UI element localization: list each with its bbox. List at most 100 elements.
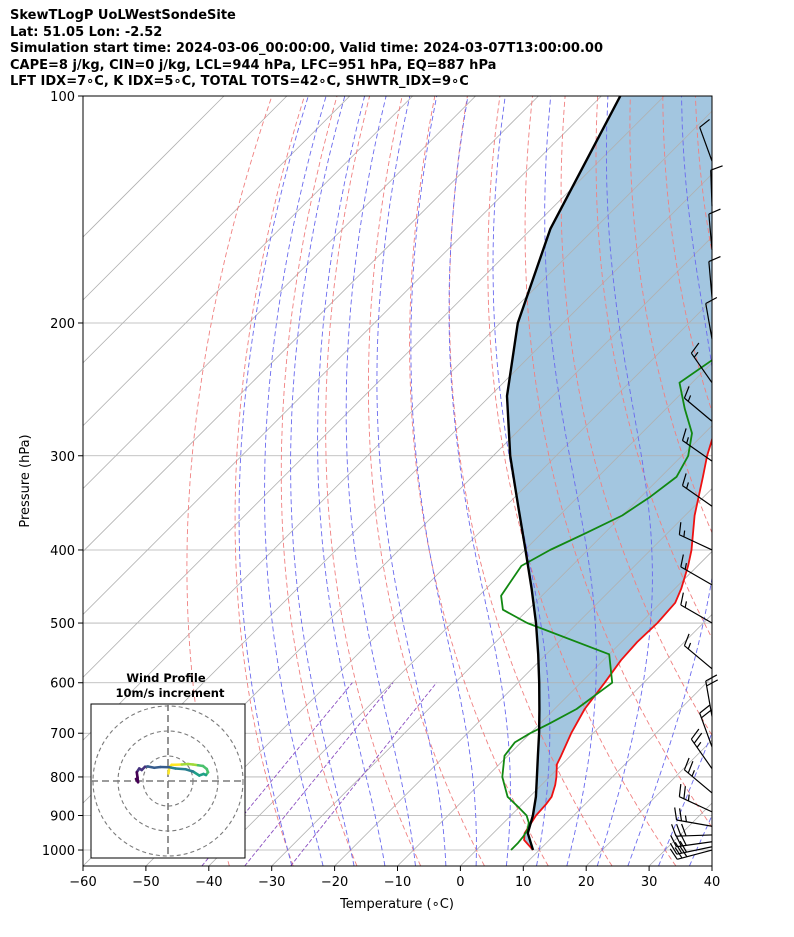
isotherm-line [83, 96, 665, 678]
wind-barb [678, 784, 713, 813]
y-tick-label: 200 [50, 317, 75, 332]
wind-barbs-group [669, 118, 723, 860]
moist-adiabat-line [492, 96, 551, 866]
location-line: Lat: 51.05 Lon: -2.52 [10, 24, 163, 40]
wind-barb [708, 256, 721, 298]
hodograph-segment [134, 777, 140, 784]
isotherm-line [397, 550, 712, 866]
wind-barb [710, 165, 723, 207]
chart-title: SkewTLogP UoLWestSondeSite [10, 8, 236, 23]
y-tick-label: 600 [50, 677, 75, 692]
isotherm-line [271, 425, 712, 866]
wind-barb [699, 704, 713, 748]
dry-adiabat-line [728, 96, 794, 866]
wind-barb [705, 296, 718, 340]
isotherm-line [83, 96, 413, 427]
x-tick-label: 30 [641, 875, 658, 890]
wind-barb [669, 840, 713, 855]
hodograph-area [91, 704, 245, 858]
dry-adiabat-line [560, 96, 712, 737]
inset-title: Wind Profile [126, 671, 206, 685]
dry-adiabat-line [761, 96, 794, 866]
x-tick-label: −10 [384, 875, 411, 890]
dry-adiabat-line [524, 96, 712, 829]
x-tick-label: −40 [195, 875, 222, 890]
parcel-line [505, 96, 622, 851]
dry-adiabat-line [487, 96, 677, 866]
moist-adiabat-line [627, 96, 712, 866]
hodograph-segment [184, 767, 195, 773]
moist-adiabat-line [448, 96, 511, 866]
y-tick-label: 700 [50, 727, 75, 742]
dry-adiabat-line [448, 96, 613, 866]
dry-adiabat-line [662, 96, 712, 414]
wind-barb [680, 592, 713, 624]
wind-barb [681, 428, 713, 462]
isotherm-line [83, 96, 288, 301]
y-tick-label: 300 [50, 450, 75, 465]
moist-adiabats-group [238, 96, 712, 866]
mixing-ratio-line [244, 682, 394, 866]
isotherm-line [145, 299, 712, 866]
isotherm-line [334, 488, 712, 866]
moist-adiabat-line [345, 96, 416, 866]
y-axis: 1000 900 800 700 600 500 400 300 200 100 [42, 90, 83, 859]
dry-adiabat-line [186, 96, 273, 866]
dry-adiabat-line [595, 96, 712, 640]
dewpoint-line [500, 359, 712, 851]
wind-barb [683, 633, 713, 670]
wind-barb [671, 823, 713, 837]
isotherm-line [208, 362, 712, 866]
isotherm-line [523, 676, 712, 866]
chart-header: SkewTLogP UoLWestSondeSite Lat: 51.05 Lo… [10, 8, 603, 91]
cape-shaded-area [507, 96, 712, 850]
y-tick-label: 1000 [42, 844, 75, 859]
wind-barb [690, 342, 713, 384]
wind-barb [699, 118, 713, 162]
wind-barb [683, 386, 713, 422]
isotherm-line [83, 110, 712, 741]
wind-barb [674, 807, 713, 827]
dry-adiabat-line [325, 96, 422, 866]
dry-adiabat-line [280, 96, 358, 866]
x-axis: −60 −50 −40 −30 −20 −10 0 10 20 30 40 [69, 866, 720, 890]
moist-adiabat-line [290, 96, 355, 866]
isotherm-line [83, 96, 602, 615]
isotherm-line [711, 865, 712, 866]
dry-adiabat-line [409, 96, 549, 866]
dry-adiabat-line [367, 96, 485, 866]
indices-line: LFT IDX=7∘C, K IDX=5∘C, TOTAL TOTS=42∘C,… [10, 74, 469, 90]
x-tick-label: 20 [578, 875, 595, 890]
moist-adiabat-line [596, 96, 653, 866]
cape-line: CAPE=8 j/kg, CIN=0 j/kg, LCL=944 hPa, LF… [10, 57, 497, 73]
wind-barb [669, 845, 713, 860]
y-tick-label: 800 [50, 771, 75, 786]
wind-barb [678, 522, 713, 551]
time-line: Simulation start time: 2024-03-06_00:00:… [10, 41, 603, 57]
x-tick-label: −50 [132, 875, 159, 890]
isotherm-line [83, 96, 476, 490]
moist-adiabat-line [264, 96, 327, 866]
isotherm-line [83, 96, 539, 553]
moist-adiabat-line [410, 96, 477, 866]
x-axis-label: Temperature (∘C) [339, 897, 454, 912]
moist-adiabat-line [544, 96, 597, 866]
moist-adiabat-line [376, 96, 447, 866]
wind-barb [690, 728, 713, 770]
y-axis-label: Pressure (hPa) [18, 434, 33, 527]
moist-adiabat-line [317, 96, 386, 866]
wind-barb [705, 674, 719, 717]
x-tick-label: −60 [69, 875, 96, 890]
y-tick-label: 900 [50, 810, 75, 825]
dry-adiabats-group [186, 96, 794, 866]
y-tick-label: 100 [50, 90, 75, 105]
isotherm-line [83, 96, 351, 364]
x-tick-label: 40 [704, 875, 721, 890]
temperature-line [523, 436, 712, 851]
mixing-ratio-line [290, 682, 437, 866]
wind-barb [708, 208, 721, 250]
hodograph-segment [174, 767, 187, 771]
wind-profile-inset: Wind Profile 10m/s increment [90, 671, 246, 859]
isotherm-line [460, 613, 712, 866]
